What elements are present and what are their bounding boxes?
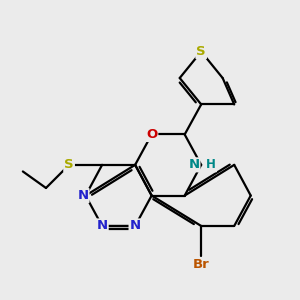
- Text: N: N: [97, 220, 108, 232]
- Text: O: O: [146, 128, 157, 141]
- Text: S: S: [196, 45, 206, 58]
- Text: N: N: [130, 220, 141, 232]
- Text: N: N: [77, 189, 88, 202]
- Text: N: N: [188, 158, 200, 171]
- Text: H: H: [206, 158, 216, 171]
- Text: S: S: [64, 158, 74, 171]
- Text: Br: Br: [193, 258, 210, 271]
